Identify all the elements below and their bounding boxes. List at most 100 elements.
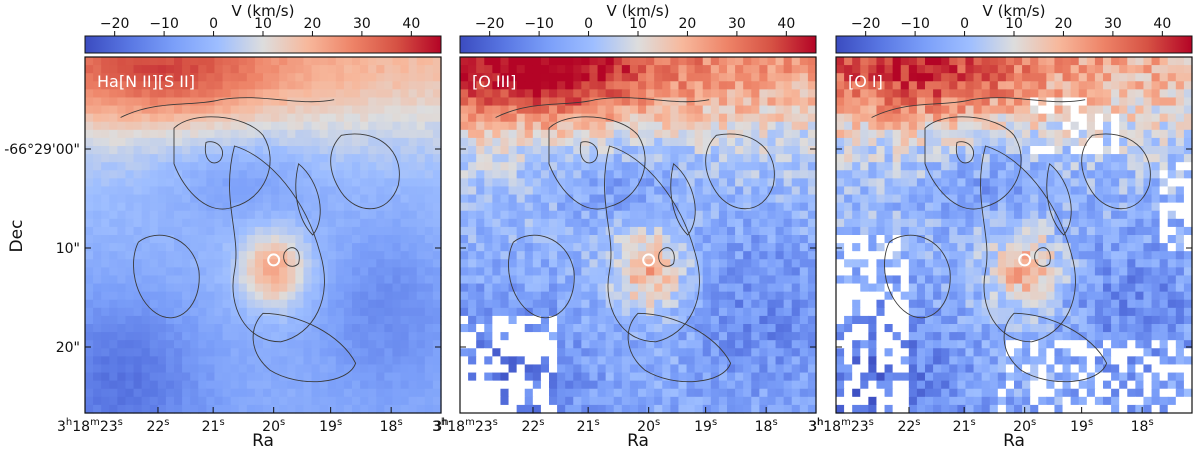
heatmap-cell [524,97,534,107]
heatmap-cell [101,194,110,204]
heatmap-cell [852,97,861,107]
heatmap-cell [238,97,248,107]
heatmap-cell [791,348,801,357]
heatmap-cell [767,73,777,82]
heatmap-cell [468,57,477,66]
heatmap-cell [549,65,558,74]
heatmap-cell [662,129,671,139]
heatmap-cell [1111,57,1120,66]
heatmap-cell [360,146,369,155]
heatmap-cell [416,218,426,228]
heatmap-cell [783,396,793,406]
heatmap-cell [710,57,720,66]
heatmap-cell [1143,121,1153,131]
heatmap-cell [1046,202,1056,212]
heatmap-cell [799,226,809,236]
heatmap-cell [424,315,434,325]
heatmap-cell [400,210,410,220]
heatmap-cell [516,202,526,212]
heatmap-cell [279,226,288,236]
heatmap-cell [85,275,94,285]
heatmap-cell [727,170,736,179]
heatmap-cell [702,97,712,107]
heatmap-cell [484,137,493,147]
heatmap-cell [157,299,167,309]
x-tick-label: 20s [262,417,285,435]
heatmap-cell [492,162,502,171]
heatmap-cell [141,89,151,99]
heatmap-cell [670,364,680,374]
heatmap-cell [900,137,910,147]
heatmap-cell [908,202,918,212]
heatmap-cell [368,57,377,66]
heatmap-cell [638,251,647,260]
heatmap-cell [432,315,442,325]
heatmap-cell [1038,162,1047,171]
heatmap-cell [500,146,510,155]
colorbar-tick-label: 20 [679,16,697,32]
heatmap-cell [532,380,542,390]
heatmap-cell [565,340,574,349]
heatmap-cell [791,356,801,366]
heatmap-cell [214,332,224,341]
heatmap-cell [271,81,280,90]
heatmap-cell [791,137,801,147]
heatmap-cell [368,235,377,244]
heatmap-cell [565,291,574,301]
heatmap-cell [484,89,493,99]
heatmap-cell [311,380,321,390]
heatmap-cell [638,404,647,414]
heatmap-cell [93,170,102,179]
heatmap-cell [686,218,696,228]
heatmap-cell [759,89,769,99]
heatmap-cell [335,348,345,357]
heatmap-cell [767,57,777,66]
heatmap-cell [702,404,712,414]
heatmap-cell [767,81,777,90]
heatmap-cell [783,162,793,171]
heatmap-cell [360,81,369,90]
heatmap-cell [432,218,442,228]
heatmap-cell [484,380,493,390]
heatmap-cell [214,81,224,90]
heatmap-cell [133,388,143,398]
heatmap-cell [141,146,151,155]
heatmap-cell [524,178,534,188]
heatmap-cell [1054,137,1064,147]
heatmap-cell [1183,146,1193,155]
heatmap-cell [1175,162,1185,171]
contour-line [658,247,675,267]
heatmap-cell [941,218,950,228]
heatmap-cell [125,194,135,204]
heatmap-cell [727,97,736,107]
heatmap-cell [368,226,377,236]
heatmap-cell [727,121,736,131]
heatmap-cell [500,243,510,252]
heatmap-cell [93,243,102,252]
heatmap-cell [182,340,191,349]
heatmap-cell [783,235,793,244]
heatmap-cell [638,65,647,74]
heatmap-cell [182,315,191,325]
heatmap-cell [710,146,720,155]
heatmap-cell [174,121,183,131]
heatmap-cell [392,380,402,390]
heatmap-cell [783,97,793,107]
heatmap-cell [1054,210,1064,220]
heatmap-cell [925,202,934,212]
heatmap-cell [759,315,769,325]
heatmap-cell [254,364,264,374]
heatmap-cell [352,324,361,333]
heatmap-cell [190,210,199,220]
heatmap-cell [908,178,918,188]
heatmap-cell [133,356,143,366]
heatmap-cell [125,283,135,293]
heatmap-cell [254,137,264,147]
heatmap-cell [836,113,845,123]
heatmap-cell [678,356,688,366]
heatmap-cell [662,267,671,277]
heatmap-cell [1151,178,1161,188]
heatmap-cell [540,299,550,309]
heatmap-cell [989,178,999,188]
heatmap-cell [93,299,102,309]
